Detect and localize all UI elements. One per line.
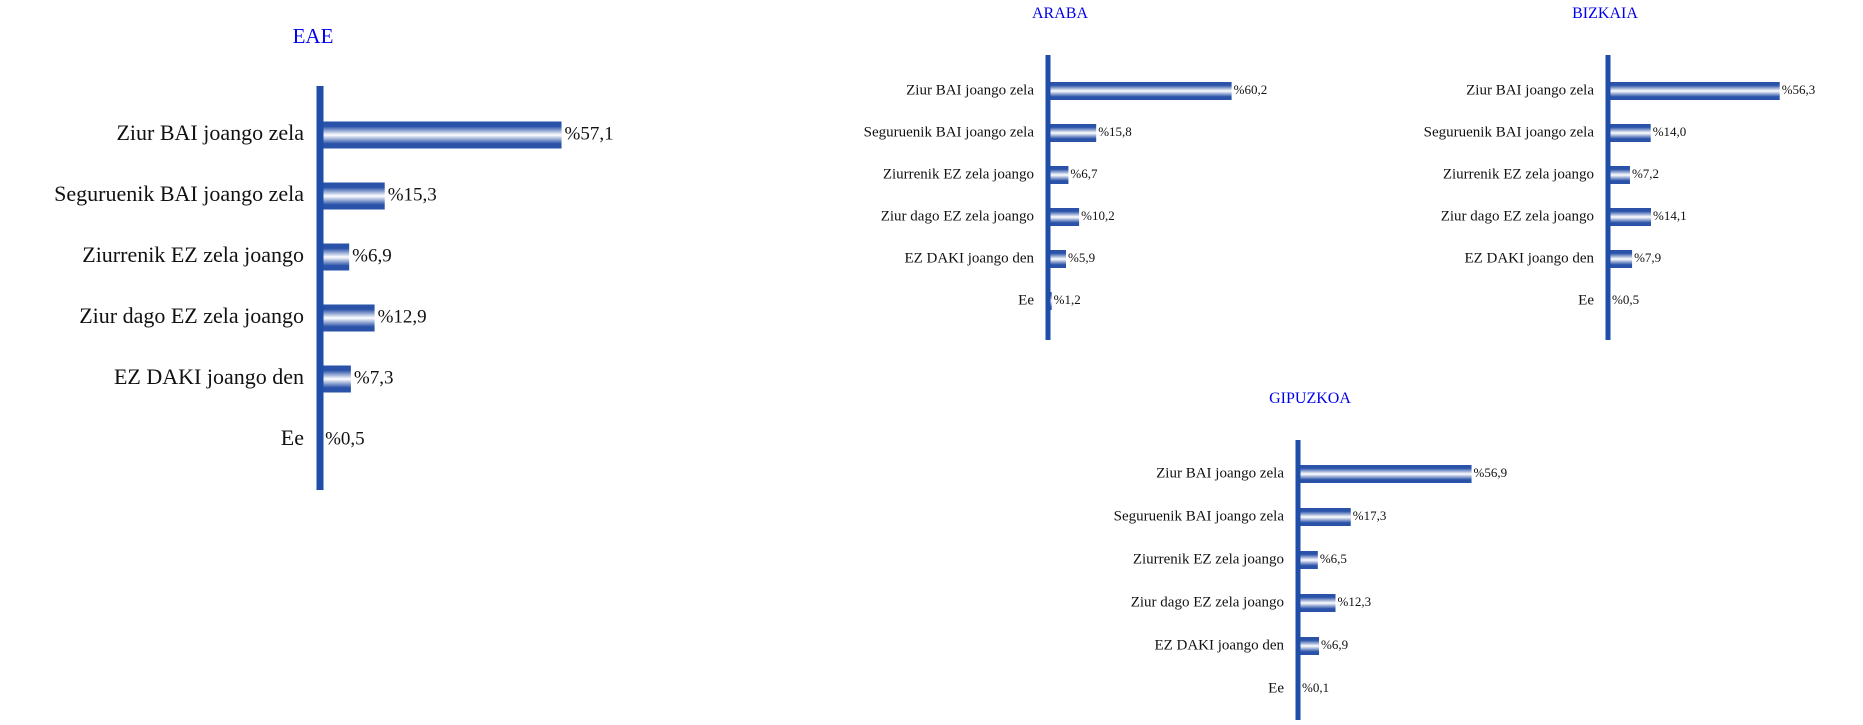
chart-title: ARABA	[1032, 5, 1088, 22]
data-label: %15,3	[388, 184, 437, 205]
data-label: %6,5	[1320, 551, 1347, 566]
category-label: Ziur dago EZ zela joango	[1131, 594, 1284, 610]
category-label: Ziurrenik EZ zela joango	[1443, 166, 1594, 182]
category-label: Ee	[1018, 292, 1034, 308]
bar-gipuzkoa-3	[1298, 594, 1336, 612]
data-label: %6,9	[1321, 637, 1348, 652]
bar-gipuzkoa-1	[1298, 508, 1351, 526]
chart-title: BIZKAIA	[1572, 5, 1638, 22]
bar-eae-1	[320, 182, 385, 210]
data-label: %14,0	[1653, 124, 1687, 139]
category-label: EZ DAKI joango den	[114, 364, 304, 389]
category-label: Seguruenik BAI joango zela	[54, 181, 304, 206]
bar-araba-1	[1048, 124, 1097, 142]
bar-eae-0	[320, 121, 562, 149]
bar-bizkaia-4	[1608, 250, 1633, 268]
chart-araba-svg: ARABA Ziur BAI joango zela %60,2 Seguruenik…	[864, 5, 1268, 340]
bar-araba-4	[1048, 250, 1066, 268]
bar-bizkaia-0	[1608, 82, 1780, 100]
category-label: Ziurrenik EZ zela joango	[883, 166, 1034, 182]
bar-gipuzkoa-0	[1298, 465, 1472, 483]
chart-eae-svg: EAE Ziur BAI joango zela %57,1 Seguruenik B…	[54, 24, 614, 490]
category-label: Ee	[1578, 292, 1594, 308]
data-label: %1,2	[1054, 292, 1081, 307]
category-label: EZ DAKI joango den	[1154, 637, 1284, 653]
data-label: %0,5	[325, 428, 365, 449]
y-axis-line	[1295, 440, 1301, 720]
category-label: Ziur BAI joango zela	[1466, 82, 1594, 98]
category-label: Ziur BAI joango zela	[116, 120, 304, 145]
y-axis-line	[1605, 55, 1611, 340]
data-label: %56,9	[1474, 465, 1508, 480]
data-label: %15,8	[1098, 124, 1132, 139]
category-label: Ziur dago EZ zela joango	[881, 208, 1034, 224]
category-label: Ziur BAI joango zela	[1156, 465, 1284, 481]
data-label: %7,9	[1634, 250, 1661, 265]
category-label: EZ DAKI joango den	[1464, 250, 1594, 266]
bar-eae-3	[320, 304, 375, 332]
data-label: %6,7	[1070, 166, 1098, 181]
data-label: %56,3	[1782, 82, 1816, 97]
chart-bizkaia-svg: BIZKAIA Ziur BAI joango zela %56,3 Seguruen…	[1424, 5, 1816, 340]
data-label: %10,2	[1081, 208, 1115, 223]
bar-bizkaia-3	[1608, 208, 1652, 226]
y-axis-line	[316, 86, 324, 490]
data-label: %14,1	[1653, 208, 1687, 223]
category-label: Ee	[281, 425, 304, 450]
bar-eae-4	[320, 365, 351, 393]
category-label: Seguruenik BAI joango zela	[1114, 508, 1285, 524]
data-label: %7,2	[1632, 166, 1659, 181]
bar-araba-3	[1048, 208, 1080, 226]
category-label: Ziurrenik EZ zela joango	[1133, 551, 1284, 567]
chart-gipuzkoa: GIPUZKOA Ziur BAI joango zela %56,9 Segurue…	[1040, 380, 1580, 720]
data-label: %0,1	[1302, 680, 1329, 695]
category-label: Ziur dago EZ zela joango	[1441, 208, 1594, 224]
category-label: Seguruenik BAI joango zela	[864, 124, 1035, 140]
data-label: %17,3	[1353, 508, 1387, 523]
category-label: Ziur dago EZ zela joango	[79, 303, 304, 328]
category-label: EZ DAKI joango den	[904, 250, 1034, 266]
category-label: Seguruenik BAI joango zela	[1424, 124, 1595, 140]
data-label: %5,9	[1068, 250, 1095, 265]
bar-gipuzkoa-4	[1298, 637, 1320, 655]
chart-gipuzkoa-svg: GIPUZKOA Ziur BAI joango zela %56,9 Segurue…	[1114, 390, 1508, 720]
bar-bizkaia-2	[1608, 166, 1630, 184]
data-label: %12,3	[1338, 594, 1372, 609]
bar-araba-0	[1048, 82, 1232, 100]
data-label: %60,2	[1234, 82, 1268, 97]
data-label: %0,5	[1612, 292, 1639, 307]
data-label: %6,9	[352, 245, 392, 266]
chart-araba: ARABA Ziur BAI joango zela %60,2 Seguruenik…	[790, 0, 1330, 350]
data-label: %7,3	[354, 367, 394, 388]
bar-bizkaia-1	[1608, 124, 1651, 142]
category-label: Ziur BAI joango zela	[906, 82, 1034, 98]
bar-eae-2	[320, 243, 350, 271]
chart-title: GIPUZKOA	[1269, 390, 1351, 407]
bar-gipuzkoa-2	[1298, 551, 1318, 569]
category-label: Ziurrenik EZ zela joango	[82, 242, 304, 267]
chart-bizkaia: BIZKAIA Ziur BAI joango zela %56,3 Seguruen…	[1345, 0, 1863, 350]
category-label: Ee	[1268, 680, 1284, 696]
chart-eae: EAE Ziur BAI joango zela %57,1 Seguruenik B…	[0, 0, 760, 520]
bar-araba-2	[1048, 166, 1069, 184]
chart-title: EAE	[293, 24, 334, 48]
y-axis-line	[1045, 55, 1051, 340]
data-label: %57,1	[565, 123, 614, 144]
data-label: %12,9	[378, 306, 427, 327]
